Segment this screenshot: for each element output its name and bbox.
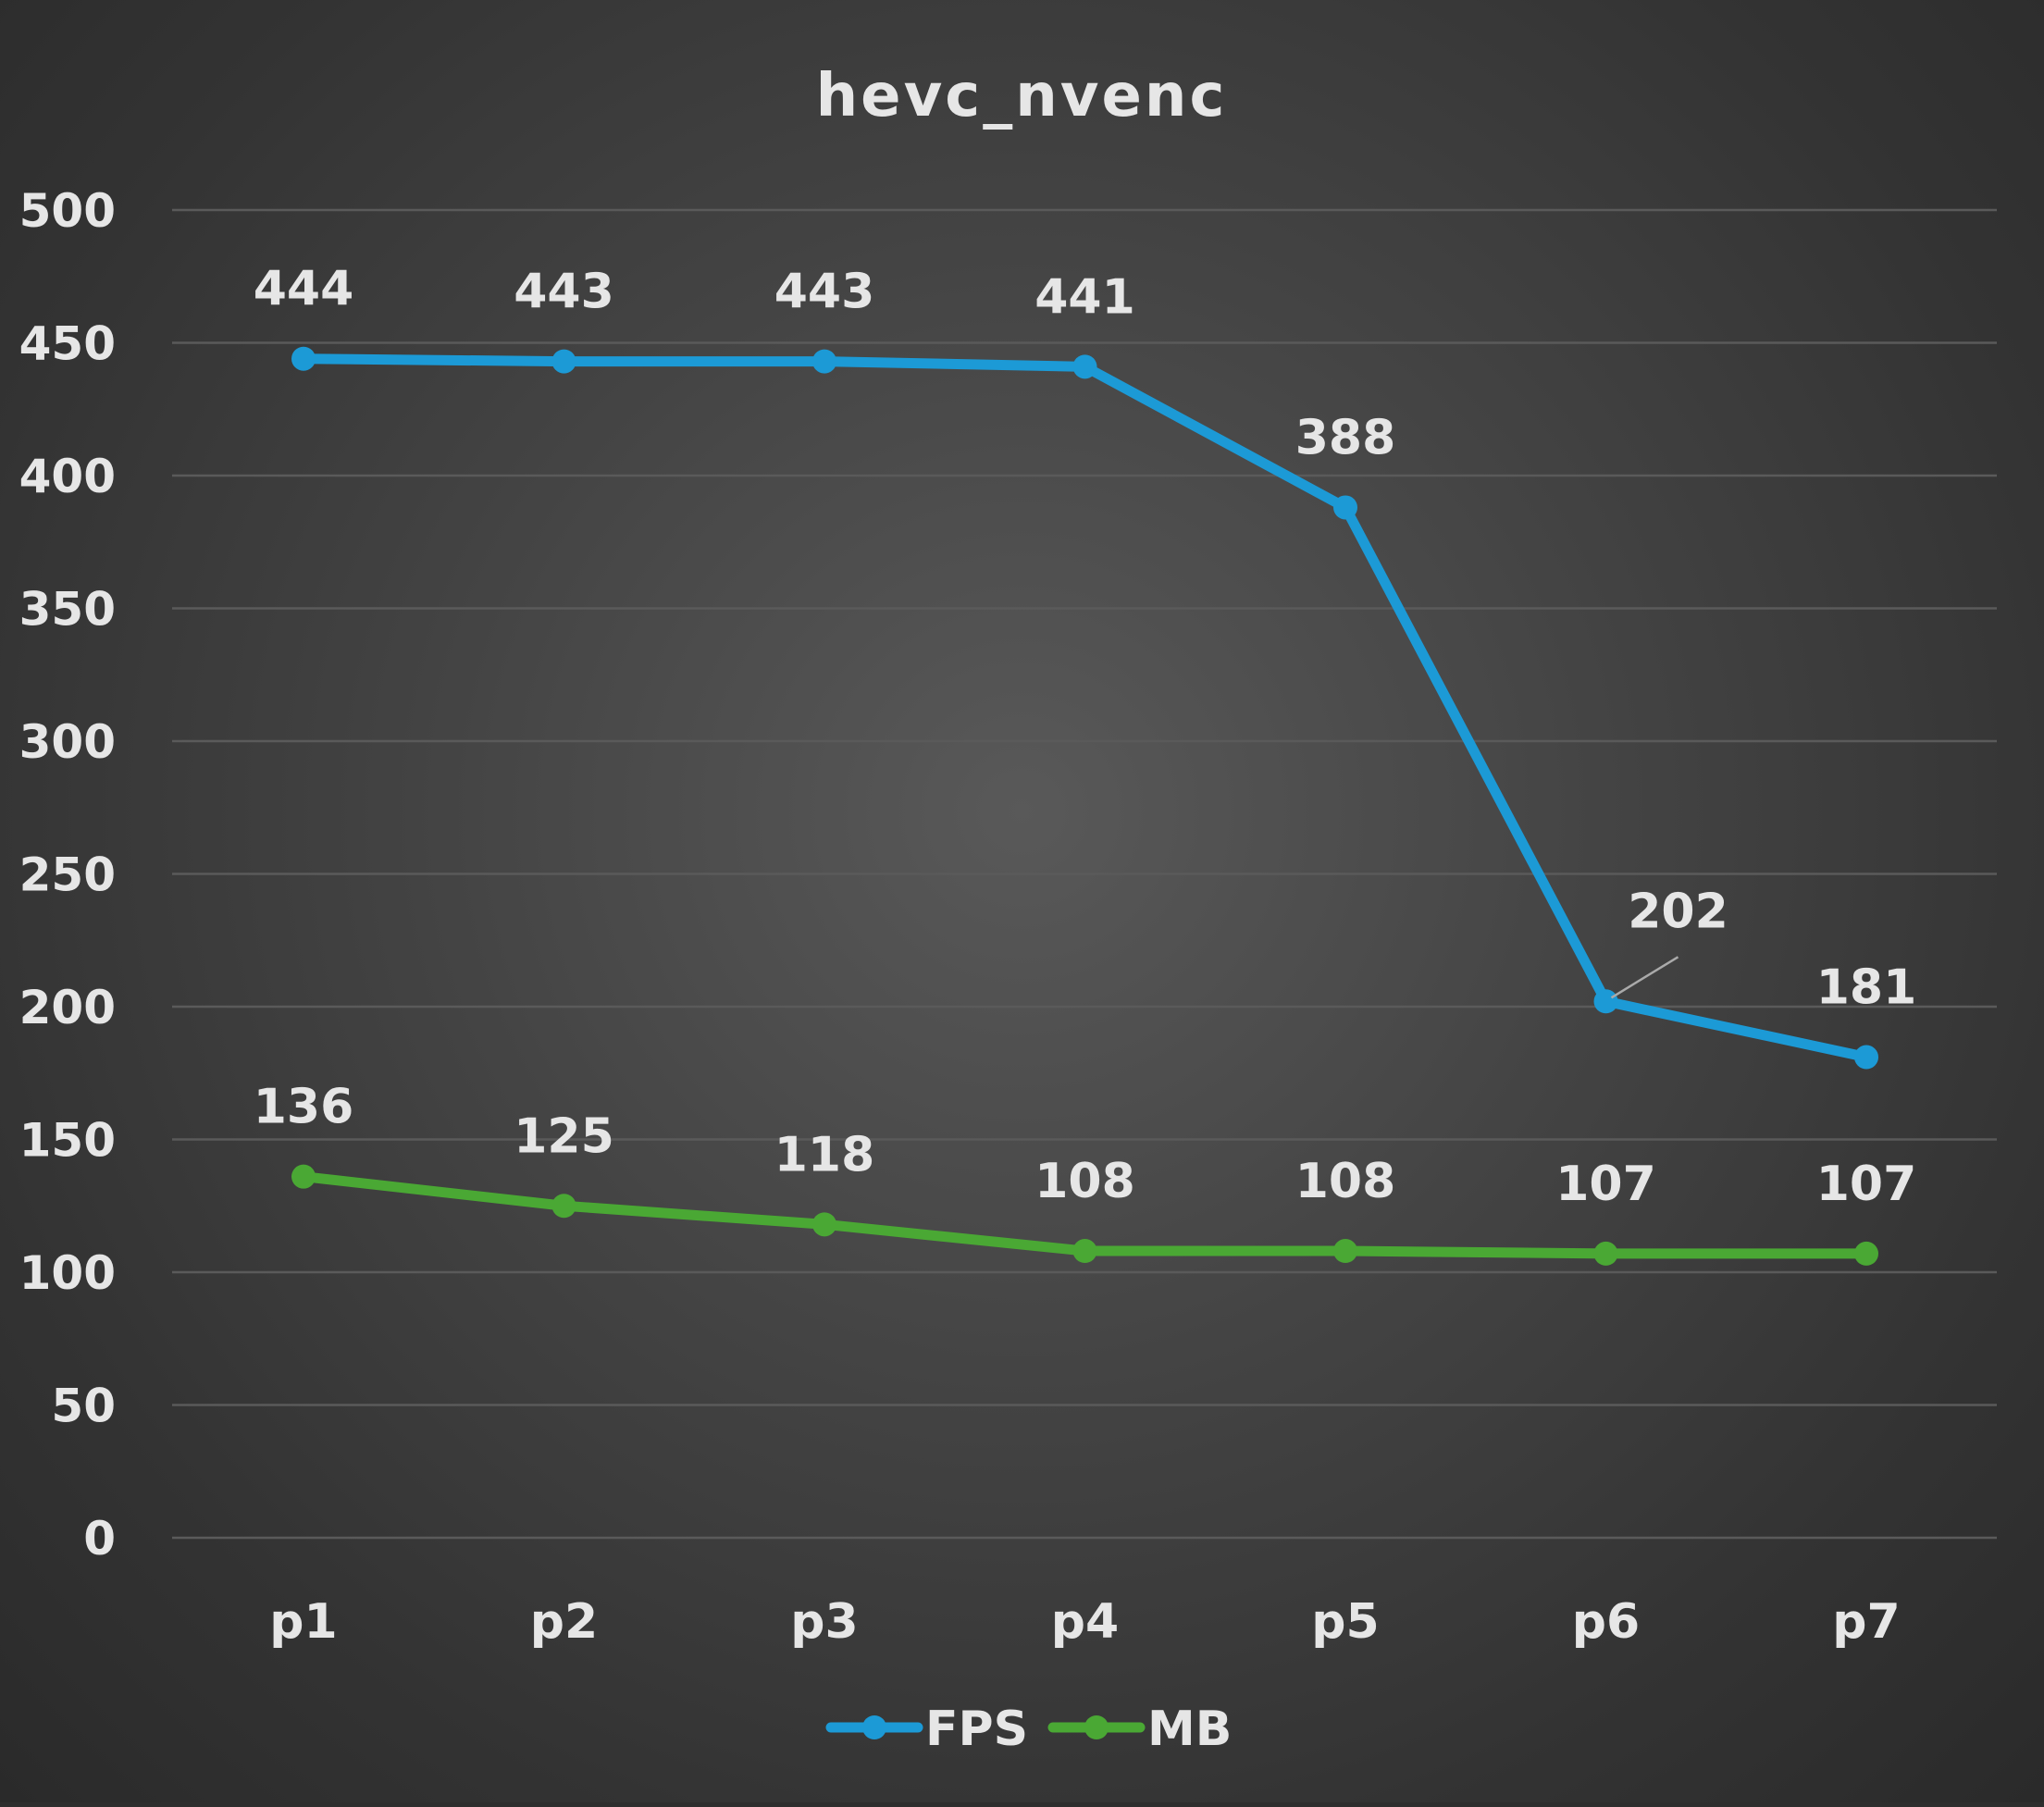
y-tick-label-500: 500 <box>19 184 116 238</box>
x-tick-label-p6: p6 <box>1572 1594 1640 1650</box>
data-label-fps-p3: 443 <box>774 265 875 320</box>
data-label-mb-p4: 108 <box>1034 1154 1135 1209</box>
y-tick-label-150: 150 <box>19 1114 116 1168</box>
data-point-mb-p5 <box>1333 1239 1357 1264</box>
series-line-fps <box>298 353 1872 1063</box>
data-label-fps-p1: 444 <box>254 262 354 317</box>
data-point-fps-p7 <box>1854 1045 1878 1070</box>
x-axis-tick-labels: p1 p2 p3 p4 p5 p6 p7 <box>269 1594 1900 1650</box>
data-point-fps-p2 <box>551 349 576 374</box>
data-point-mb-p7 <box>1854 1241 1878 1266</box>
data-point-mb-p4 <box>1072 1239 1097 1264</box>
series-layer <box>291 346 1878 1266</box>
y-tick-label-400: 400 <box>19 450 116 503</box>
series-fps <box>291 346 1878 1070</box>
data-label-fps-p5: 388 <box>1295 410 1396 465</box>
data-point-mb-p2 <box>551 1194 576 1219</box>
data-label-fps-p7: 181 <box>1816 960 1917 1016</box>
y-tick-label-50: 50 <box>51 1380 116 1433</box>
data-point-fps-p1 <box>291 346 316 371</box>
y-tick-label-300: 300 <box>19 715 116 769</box>
data-label-mb-p5: 108 <box>1295 1154 1396 1209</box>
legend-marker-fps <box>862 1715 886 1739</box>
legend-item-mb: MB <box>1047 1702 1232 1757</box>
data-label-mb-p1: 136 <box>254 1080 354 1135</box>
x-tick-label-p7: p7 <box>1832 1594 1900 1650</box>
data-point-fps-p6 <box>1593 989 1618 1014</box>
data-label-mb-p7: 107 <box>1816 1157 1917 1212</box>
x-tick-label-p2: p2 <box>530 1594 598 1650</box>
leader-line-fps-p6 <box>1610 956 1679 999</box>
legend-item-fps: FPS <box>825 1702 1028 1757</box>
x-tick-label-p3: p3 <box>790 1594 858 1650</box>
data-point-mb-p1 <box>291 1164 316 1189</box>
chart-title: hevc_nvenc <box>816 62 1228 130</box>
data-point-mb-p6 <box>1593 1241 1618 1266</box>
y-tick-label-350: 350 <box>19 583 116 637</box>
y-axis-tick-labels: 0 50 100 150 200 250 300 350 400 450 500 <box>19 184 116 1566</box>
data-labels: 444 443 443 441 388 202 181 136 125 118 108 108 107 1… <box>254 262 1917 1212</box>
x-tick-label-p4: p4 <box>1051 1594 1119 1650</box>
legend-label-mb: MB <box>1147 1702 1232 1757</box>
y-tick-label-250: 250 <box>19 848 116 902</box>
data-label-fps-p6: 202 <box>1628 884 1728 939</box>
data-label-mb-p6: 107 <box>1555 1157 1656 1212</box>
data-point-fps-p5 <box>1333 495 1357 520</box>
legend-marker-mb <box>1084 1715 1109 1739</box>
gridlines <box>172 208 1997 1540</box>
legend-label-fps: FPS <box>925 1702 1028 1757</box>
data-label-mb-p2: 125 <box>514 1108 614 1164</box>
data-point-fps-p3 <box>812 349 836 374</box>
y-tick-label-0: 0 <box>83 1512 116 1566</box>
y-tick-label-100: 100 <box>19 1246 116 1300</box>
series-mb <box>291 1164 1878 1266</box>
data-label-mb-p3: 118 <box>774 1127 875 1182</box>
data-point-mb-p3 <box>812 1212 836 1237</box>
data-point-fps-p4 <box>1072 354 1097 379</box>
data-label-fps-p4: 441 <box>1034 269 1135 325</box>
x-tick-label-p1: p1 <box>269 1594 337 1650</box>
y-tick-label-450: 450 <box>19 317 116 371</box>
y-tick-label-200: 200 <box>19 981 116 1034</box>
data-label-fps-p2: 443 <box>514 265 614 320</box>
legend: FPS MB <box>825 1702 1232 1757</box>
x-tick-label-p5: p5 <box>1311 1594 1379 1650</box>
